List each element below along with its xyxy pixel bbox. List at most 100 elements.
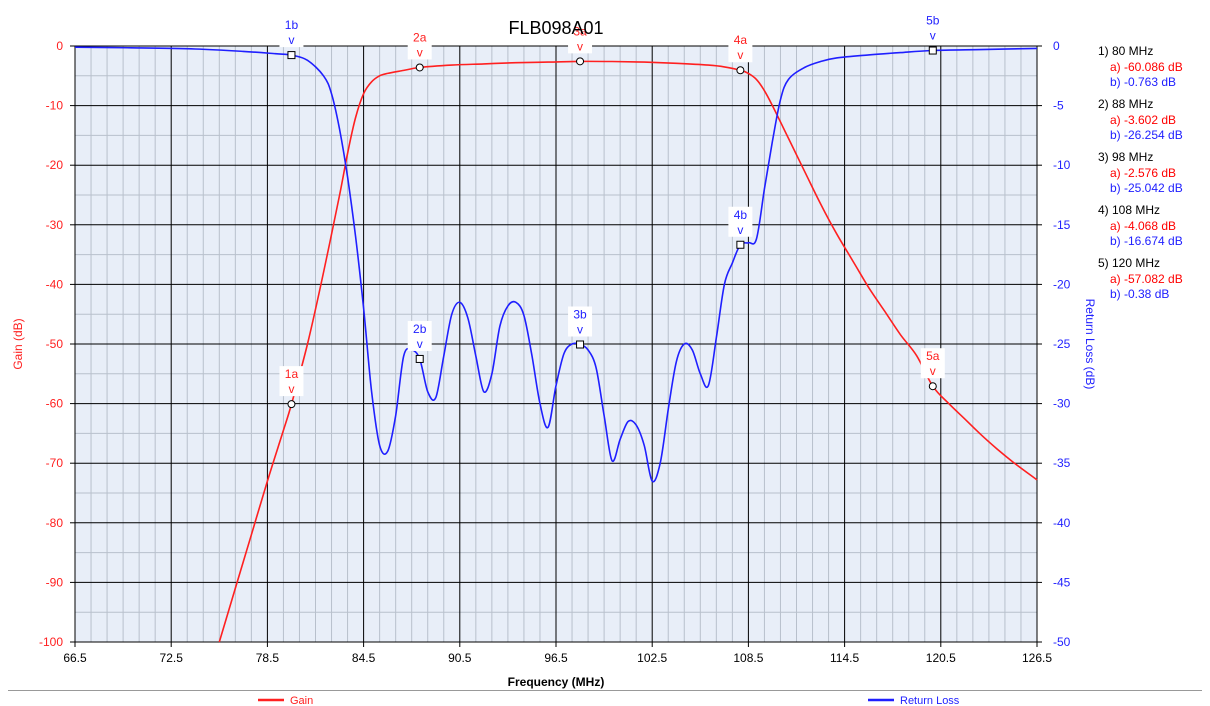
x-tick-label: 102.5	[637, 651, 667, 665]
y-left-tick-label: 0	[56, 39, 63, 53]
y-right-tick-label: -50	[1053, 635, 1071, 649]
y-right-tick-label: -45	[1053, 575, 1071, 589]
marker-label-box	[920, 12, 945, 43]
x-tick-label: 108.5	[733, 651, 763, 665]
marker-label-box	[279, 17, 304, 48]
marker-2a[interactable]: 2av	[407, 29, 432, 72]
marker-pointer-glyph: v	[288, 33, 294, 47]
marker-3b[interactable]: 3bv	[568, 306, 593, 349]
x-tick-label: 72.5	[160, 651, 184, 665]
y-right-tick-label: -30	[1053, 397, 1071, 411]
readout-return-loss-value: b) -25.042 dB	[1110, 181, 1183, 195]
marker-readout-panel: 1) 80 MHz a) -60.086 dB b) -0.763 dB 2) 88 …	[1098, 44, 1183, 309]
legend-entry-gain: Gain	[258, 695, 313, 706]
marker-label: 2b	[413, 322, 427, 336]
y-right-tick-label: 0	[1053, 39, 1060, 53]
y-left-tick-labels: 0 -10 -20 -30 -40 -50 -60 -70 -80 -90 -100	[39, 39, 63, 649]
marker-5b[interactable]: 5bv	[920, 12, 945, 55]
readout-group: 5) 120 MHz a) -57.082 dB b) -0.38 dB	[1098, 256, 1183, 303]
marker-label: 5b	[926, 14, 940, 28]
plot-frame	[74, 45, 1038, 643]
x-tick-label: 66.5	[63, 651, 87, 665]
marker-point-square	[576, 340, 585, 349]
return-loss-series-line	[74, 46, 1038, 483]
y-left-tick-label: -70	[46, 456, 64, 470]
marker-4b[interactable]: 4bv	[728, 206, 753, 249]
readout-frequency: 4) 108 MHz	[1098, 203, 1161, 217]
marker-label: 3a	[573, 24, 587, 38]
y-left-tick-label: -90	[46, 575, 64, 589]
marker-2b[interactable]: 2bv	[407, 320, 432, 363]
readout-group: 4) 108 MHz a) -4.068 dB b) -16.674 dB	[1098, 203, 1183, 250]
marker-4a[interactable]: 4av	[728, 32, 753, 75]
legend-label: Return Loss	[900, 695, 960, 706]
x-axis-title: Frequency (MHz)	[508, 675, 605, 689]
readout-gain-value: a) -2.576 dB	[1110, 165, 1177, 180]
marker-label: 3b	[573, 308, 587, 322]
readout-return-loss-value: b) -16.674 dB	[1110, 234, 1183, 248]
y-right-tick-labels: 0 -5 -10 -15 -20 -25 -30 -35 -40 -45 -50	[1053, 39, 1071, 649]
marker-label-box	[407, 320, 432, 351]
readout-gain-value: a) -60.086 dB	[1110, 59, 1183, 74]
readout-gain-value: a) -3.602 dB	[1110, 112, 1177, 127]
marker-pointer-glyph: v	[288, 382, 294, 396]
marker-pointer-glyph: v	[737, 48, 743, 62]
marker-point-square	[736, 240, 745, 249]
marker-label-box	[728, 32, 753, 63]
x-tick-label: 78.5	[256, 651, 280, 665]
marker-label-box	[568, 306, 593, 337]
readout-group: 2) 88 MHz a) -3.602 dB b) -26.254 dB	[1098, 97, 1183, 144]
y-left-tick-label: -50	[46, 337, 64, 351]
readout-frequency: 3) 98 MHz	[1098, 150, 1154, 164]
y-right-tick-label: -25	[1053, 337, 1071, 351]
marker-pointer-glyph: v	[417, 45, 423, 59]
x-tick-label: 120.5	[926, 651, 956, 665]
marker-label: 1b	[285, 18, 299, 32]
y-left-tick-label: -80	[46, 516, 64, 530]
marker-label: 1a	[285, 367, 299, 381]
marker-pointer-glyph: v	[577, 39, 583, 53]
y-right-tick-label: -35	[1053, 456, 1071, 470]
marker-1a[interactable]: 1av	[279, 366, 304, 409]
readout-frequency: 1) 80 MHz	[1098, 44, 1154, 58]
marker-label-box	[920, 348, 945, 379]
marker-point-circle	[287, 400, 296, 409]
legend-entry-return-loss: Return Loss	[868, 695, 960, 706]
marker-pointer-glyph: v	[737, 223, 743, 237]
marker-point-circle	[736, 66, 745, 75]
x-tick-label: 90.5	[448, 651, 472, 665]
marker-3a[interactable]: 3av	[568, 23, 593, 66]
y-left-tick-label: -20	[46, 158, 64, 172]
marker-label: 2a	[413, 30, 427, 44]
marker-point-circle	[576, 57, 585, 66]
readout-frequency: 2) 88 MHz	[1098, 97, 1154, 111]
marker-1b[interactable]: 1bv	[279, 17, 304, 60]
marker-5a[interactable]: 5av	[920, 348, 945, 391]
y-right-tick-label: -10	[1053, 158, 1071, 172]
y-right-tick-label: -15	[1053, 218, 1071, 232]
readout-return-loss-value: b) -0.38 dB	[1110, 287, 1170, 301]
x-tick-label: 96.5	[544, 651, 568, 665]
marker-point-square	[928, 46, 937, 55]
marker-point-circle	[928, 382, 937, 391]
marker-label-box	[728, 206, 753, 237]
marker-pointer-glyph: v	[417, 337, 423, 351]
readout-return-loss-value: b) -26.254 dB	[1110, 128, 1183, 142]
readout-return-loss-value: b) -0.763 dB	[1110, 75, 1177, 89]
y-left-axis-title: Gain (dB)	[11, 318, 25, 369]
chart-title: FLB098A01	[508, 18, 603, 38]
y-left-tick-label: -40	[46, 277, 64, 291]
series-layer	[74, 46, 1038, 643]
y-right-tick-label: -20	[1053, 277, 1071, 291]
readout-frequency: 5) 120 MHz	[1098, 256, 1161, 270]
y-right-axis-title: Return Loss (dB)	[1083, 299, 1097, 390]
x-tick-label: 126.5	[1022, 651, 1052, 665]
readout-group: 3) 98 MHz a) -2.576 dB b) -25.042 dB	[1098, 150, 1183, 197]
marker-label: 4b	[734, 208, 748, 222]
marker-point-circle	[415, 63, 424, 72]
y-right-tick-label: -40	[1053, 516, 1071, 530]
marker-pointer-glyph: v	[930, 29, 936, 43]
readout-gain-value: a) -57.082 dB	[1110, 271, 1183, 286]
y-right-tick-label: -5	[1053, 99, 1064, 113]
